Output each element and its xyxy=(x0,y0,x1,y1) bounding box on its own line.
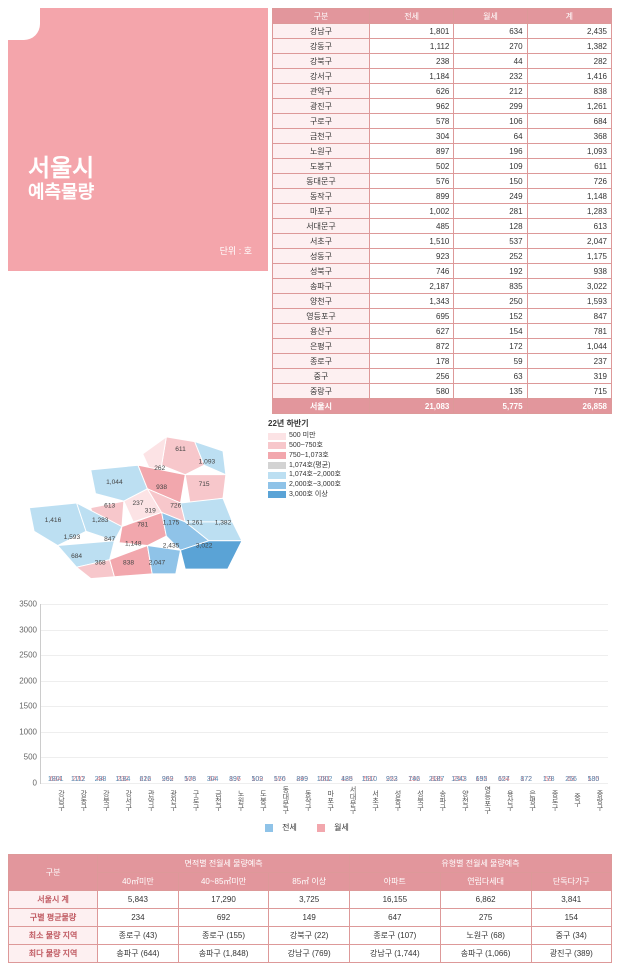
title-block: 서울시 예측물량 단위 : 호 xyxy=(8,8,268,271)
district-table: 구분전세월세계 강남구1,8016342,435강동구1,1122701,382… xyxy=(272,8,612,414)
svg-text:715: 715 xyxy=(199,481,210,488)
unit-label: 단위 : 호 xyxy=(220,244,252,257)
svg-text:1,044: 1,044 xyxy=(106,479,123,486)
bar-chart: 0500100015002000250030003500634180127011… xyxy=(0,596,620,848)
svg-text:611: 611 xyxy=(175,446,186,453)
svg-text:613: 613 xyxy=(104,503,115,510)
svg-text:1,593: 1,593 xyxy=(64,534,81,541)
svg-text:3,022: 3,022 xyxy=(196,542,213,549)
svg-text:1,382: 1,382 xyxy=(215,520,232,527)
legend-title: 22년 하반기 xyxy=(268,418,341,429)
svg-text:2,435: 2,435 xyxy=(163,542,180,549)
legend-wolse: 월세 xyxy=(334,822,349,833)
chart-legend: 전세 월세 xyxy=(12,816,608,840)
notch-decoration xyxy=(8,8,40,40)
svg-text:1,148: 1,148 xyxy=(125,541,142,548)
svg-text:1,416: 1,416 xyxy=(45,517,62,524)
svg-text:368: 368 xyxy=(95,559,106,566)
svg-text:2,047: 2,047 xyxy=(149,559,166,566)
subtitle: 예측물량 xyxy=(28,178,94,204)
svg-text:1,093: 1,093 xyxy=(199,458,216,465)
legend-jeonse: 전세 xyxy=(282,822,297,833)
svg-text:938: 938 xyxy=(156,484,167,491)
svg-text:781: 781 xyxy=(137,522,148,529)
seoul-map: 611 1,093 262 1,044 938 715 613 237 726 319 1,416 1… xyxy=(8,418,268,588)
svg-text:838: 838 xyxy=(123,559,134,566)
svg-text:684: 684 xyxy=(71,553,82,560)
svg-text:319: 319 xyxy=(145,507,156,514)
svg-text:237: 237 xyxy=(132,500,143,507)
svg-text:726: 726 xyxy=(170,503,181,510)
svg-text:847: 847 xyxy=(104,536,115,543)
summary-table: 구분 면적별 전월세 물량예측 유형별 전월세 물량예측 40㎡미만40~85㎡… xyxy=(8,854,612,963)
svg-text:1,283: 1,283 xyxy=(92,517,109,524)
map-legend: 22년 하반기 500 미만500~750호750~1,073호1,074호(평… xyxy=(268,418,341,588)
svg-text:1,261: 1,261 xyxy=(186,520,203,527)
svg-text:1,175: 1,175 xyxy=(163,520,180,527)
svg-text:262: 262 xyxy=(154,465,165,472)
